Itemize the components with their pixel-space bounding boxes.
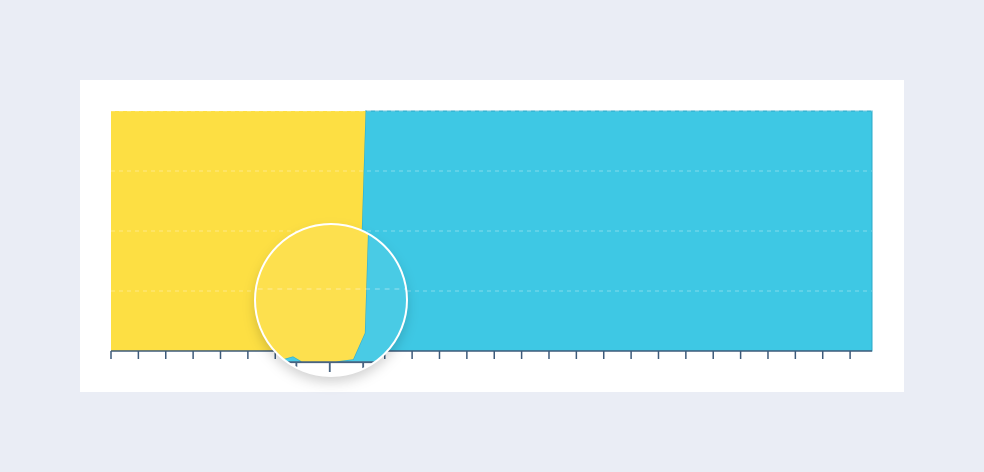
plot xyxy=(110,110,873,359)
lens xyxy=(255,224,407,376)
lens-glare xyxy=(255,224,407,376)
lens-rim xyxy=(254,223,408,377)
